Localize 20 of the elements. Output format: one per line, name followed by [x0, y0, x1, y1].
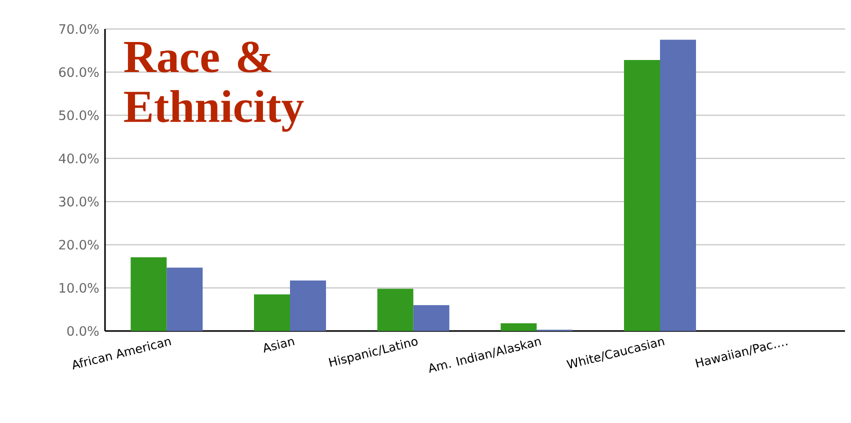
bar — [377, 288, 414, 331]
y-tick-label: 50.0% — [59, 110, 99, 120]
y-tick-label: 60.0% — [59, 67, 99, 78]
bar — [413, 305, 450, 331]
y-tick-label: 70.0% — [59, 24, 99, 34]
y-tick-label: 10.0% — [60, 282, 99, 293]
bar — [166, 268, 203, 331]
bar — [624, 60, 660, 331]
bar — [254, 294, 290, 331]
bar — [130, 257, 167, 331]
bar — [660, 40, 696, 331]
y-tick-label: 30.0% — [59, 196, 99, 206]
y-tick-label: 40.0% — [58, 154, 99, 164]
bar — [500, 323, 537, 331]
x-tick-label: African American — [72, 338, 172, 370]
x-tick-label: Asian — [264, 338, 294, 353]
bar — [290, 280, 326, 331]
text: Race & Ethnicity — [124, 42, 304, 132]
y-tick-label: 20.0% — [59, 240, 99, 250]
y-tick-label: 0.0% — [67, 326, 99, 336]
